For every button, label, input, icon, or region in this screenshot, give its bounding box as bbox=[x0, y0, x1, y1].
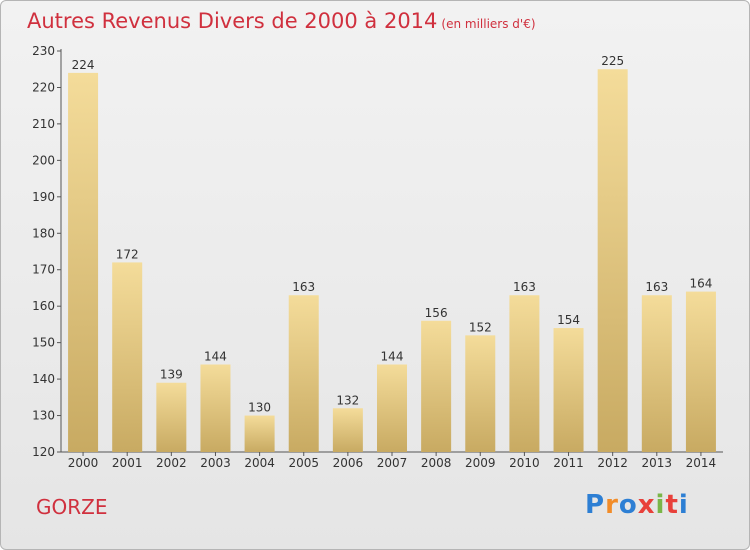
bar bbox=[332, 408, 363, 452]
bar-value-label: 163 bbox=[292, 280, 315, 294]
bar bbox=[509, 295, 540, 452]
y-tick-label: 170 bbox=[32, 263, 55, 277]
x-tick-label: 2011 bbox=[553, 456, 584, 470]
x-tick-label: 2000 bbox=[68, 456, 99, 470]
bar-value-label: 172 bbox=[116, 247, 139, 261]
proxiti-logo: Proxiti bbox=[585, 490, 689, 520]
bar bbox=[553, 328, 584, 452]
bar-value-label: 154 bbox=[557, 313, 580, 327]
bar-value-label: 144 bbox=[381, 350, 404, 364]
bar bbox=[156, 382, 187, 452]
bar-value-label: 163 bbox=[513, 280, 536, 294]
logo-letter: i bbox=[678, 490, 689, 520]
y-tick-label: 200 bbox=[32, 153, 55, 167]
y-tick-label: 230 bbox=[32, 44, 55, 58]
x-tick-label: 2005 bbox=[288, 456, 319, 470]
bar bbox=[288, 295, 319, 452]
x-tick-label: 2013 bbox=[642, 456, 673, 470]
bar-value-label: 225 bbox=[601, 54, 624, 68]
x-tick-label: 2001 bbox=[112, 456, 143, 470]
bar-value-label: 132 bbox=[336, 393, 359, 407]
bar-value-label: 164 bbox=[689, 277, 712, 291]
logo-letter: i bbox=[655, 490, 666, 520]
x-tick-label: 2012 bbox=[597, 456, 628, 470]
bar-value-label: 224 bbox=[72, 58, 95, 72]
chart-title-text: Autres Revenus Divers de 2000 à 2014 bbox=[27, 9, 438, 33]
bar bbox=[68, 72, 99, 452]
bar bbox=[200, 364, 231, 452]
bar bbox=[112, 262, 143, 452]
bar bbox=[421, 320, 452, 452]
logo-letter: x bbox=[637, 490, 656, 520]
bar-value-label: 156 bbox=[425, 306, 448, 320]
bar-value-label: 144 bbox=[204, 350, 227, 364]
y-tick-label: 160 bbox=[32, 299, 55, 313]
y-tick-label: 190 bbox=[32, 190, 55, 204]
logo-letter: P bbox=[585, 490, 606, 520]
x-tick-label: 2002 bbox=[156, 456, 187, 470]
y-tick-label: 210 bbox=[32, 117, 55, 131]
bar-value-label: 139 bbox=[160, 368, 183, 382]
chart-title: Autres Revenus Divers de 2000 à 2014 (en … bbox=[27, 9, 536, 33]
chart-subtitle: (en milliers d'€) bbox=[441, 17, 536, 31]
bar-value-label: 163 bbox=[645, 280, 668, 294]
bar-value-label: 152 bbox=[469, 320, 492, 334]
bar bbox=[685, 291, 716, 452]
x-tick-label: 2009 bbox=[465, 456, 496, 470]
bar-value-label: 130 bbox=[248, 401, 271, 415]
y-tick-label: 130 bbox=[32, 409, 55, 423]
commune-name: GORZE bbox=[36, 495, 108, 519]
x-tick-label: 2010 bbox=[509, 456, 540, 470]
bar bbox=[597, 69, 628, 453]
x-tick-label: 2003 bbox=[200, 456, 231, 470]
x-tick-label: 2004 bbox=[244, 456, 275, 470]
bar bbox=[244, 415, 275, 452]
x-tick-label: 2008 bbox=[421, 456, 452, 470]
x-tick-label: 2014 bbox=[686, 456, 717, 470]
bar bbox=[465, 335, 496, 452]
y-tick-label: 150 bbox=[32, 336, 55, 350]
logo-letter: t bbox=[665, 490, 679, 520]
logo-letter: r bbox=[605, 490, 619, 520]
chart-axes: 120 130 140 150 160 170 180 190 200 210 220 230 2000… bbox=[32, 44, 723, 470]
logo-letter: o bbox=[618, 490, 638, 520]
chart-bars: 224 172 139 144 130 163 132 144 156 152 163 154 225 1… bbox=[68, 54, 716, 453]
bar bbox=[641, 295, 672, 452]
y-tick-label: 140 bbox=[32, 372, 55, 386]
y-tick-label: 180 bbox=[32, 226, 55, 240]
bar bbox=[377, 364, 407, 452]
y-tick-label: 220 bbox=[32, 80, 55, 94]
x-tick-label: 2006 bbox=[333, 456, 364, 470]
y-tick-label: 120 bbox=[32, 445, 55, 459]
x-tick-label: 2007 bbox=[377, 456, 408, 470]
